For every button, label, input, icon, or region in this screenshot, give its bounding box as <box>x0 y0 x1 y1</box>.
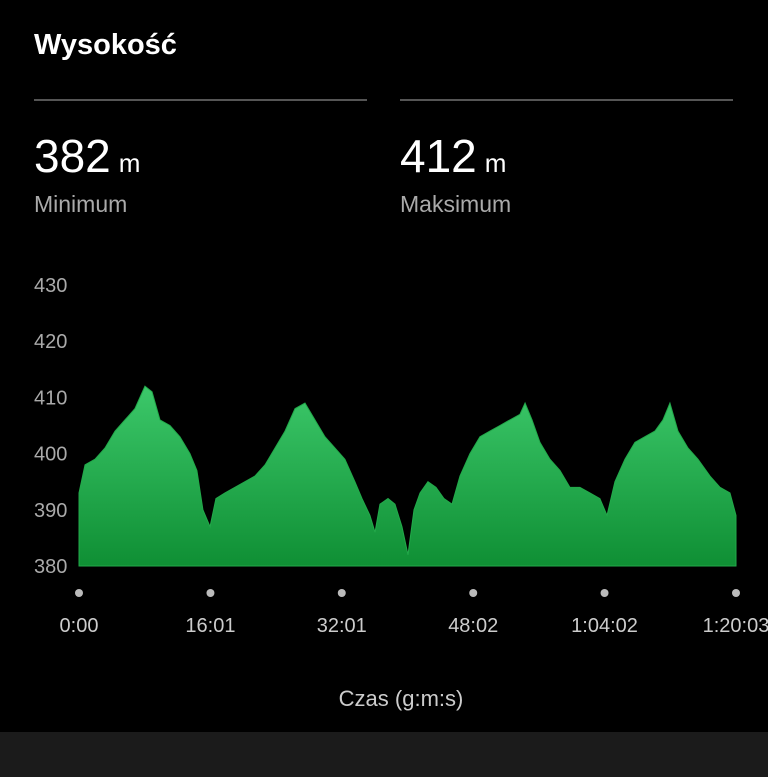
x-tick-dot <box>600 589 609 597</box>
x-tick-label: 1:20:03 <box>703 615 768 637</box>
y-tick-label: 430 <box>34 275 67 297</box>
x-tick-label: 48:02 <box>448 615 498 637</box>
x-tick-label: 1:04:02 <box>571 615 638 637</box>
stats: 382 m Minimum 412 m Maksimum <box>34 130 511 217</box>
x-tick-dot <box>732 589 740 597</box>
x-tick-label: 16:01 <box>185 615 235 637</box>
bottom-bar <box>0 732 768 777</box>
x-tick-dot <box>469 589 478 597</box>
x-tick-dot <box>75 589 83 597</box>
stat-value: 382 <box>34 130 111 182</box>
elevation-area <box>78 385 737 567</box>
y-tick-label: 390 <box>34 500 67 522</box>
x-tick-dot <box>337 589 346 597</box>
y-tick-label: 400 <box>34 444 67 466</box>
title: Wysokość <box>34 29 177 61</box>
x-tick-dot <box>206 589 215 597</box>
x-tick-label: 0:00 <box>60 615 99 637</box>
y-tick-label: 380 <box>34 556 67 578</box>
stat-value: 412 <box>400 130 477 182</box>
stat-label: Maksimum <box>400 191 511 217</box>
y-tick-label: 410 <box>34 387 67 409</box>
y-tick-label: 420 <box>34 331 67 353</box>
x-axis-label: Czas (g:m:s) <box>339 686 464 711</box>
stat-label: Minimum <box>34 191 127 217</box>
stat-unit: m <box>119 148 141 178</box>
stat-unit: m <box>485 148 507 178</box>
x-tick-label: 32:01 <box>317 615 367 637</box>
chart: 380 390 400 410 420 430 0:00 16:01 32:01 48:02 1:0… <box>34 275 768 711</box>
